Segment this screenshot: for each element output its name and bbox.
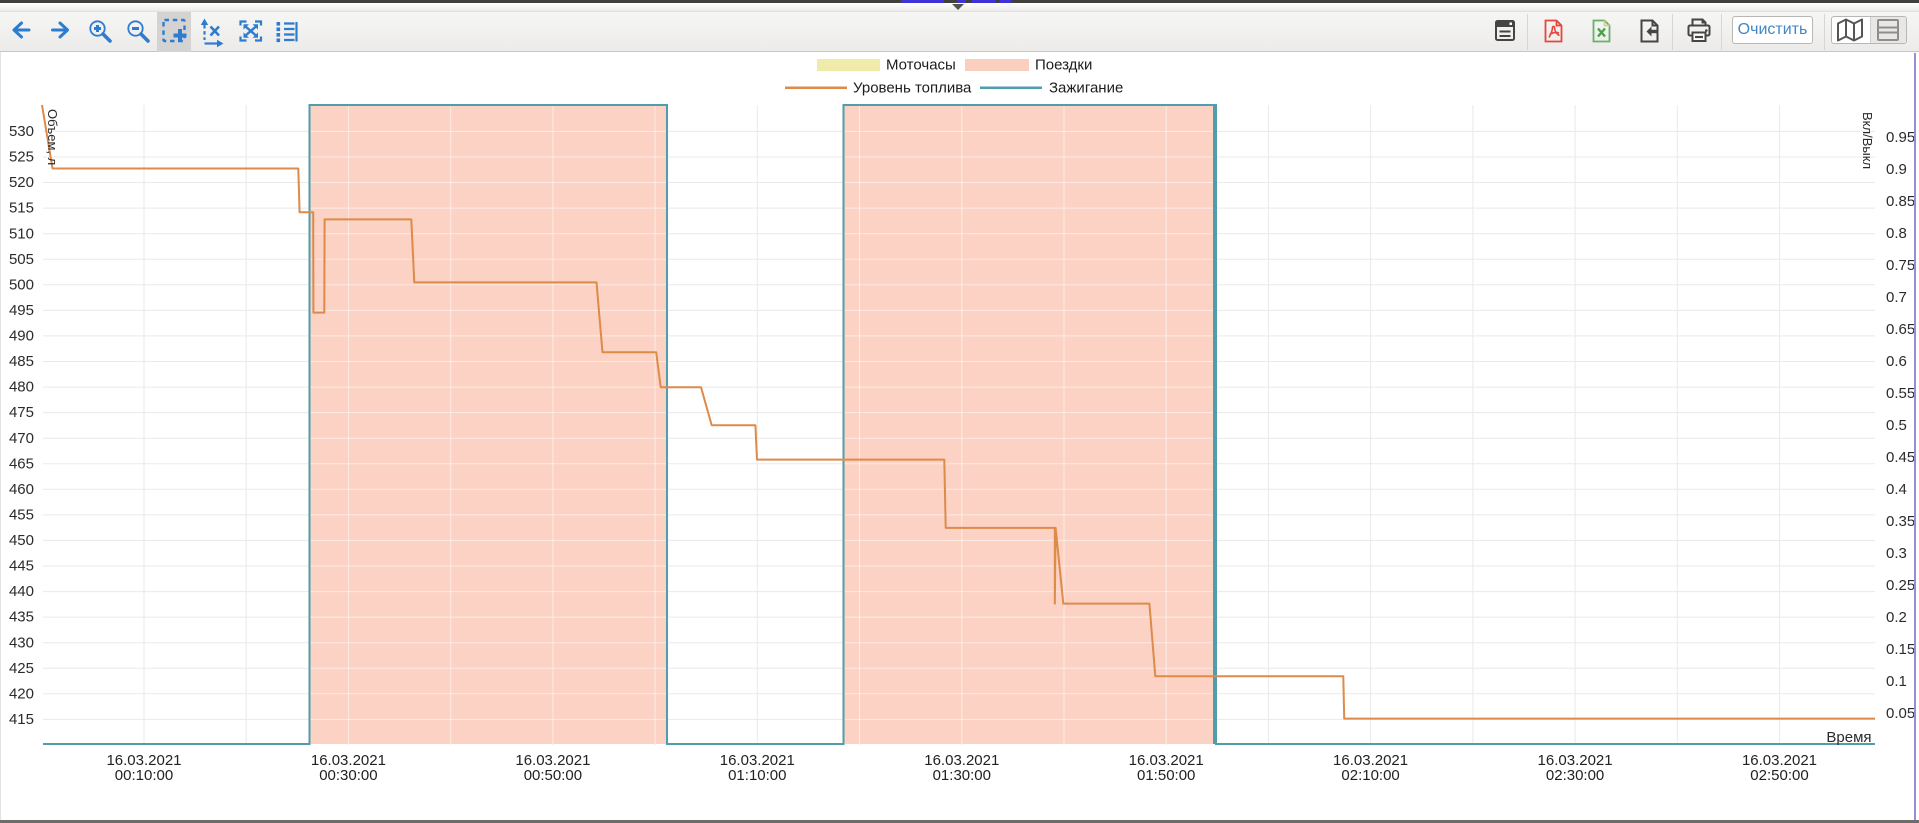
- svg-text:415: 415: [9, 711, 34, 728]
- svg-text:Вкл/Выкл: Вкл/Выкл: [1860, 112, 1875, 169]
- svg-text:430: 430: [9, 634, 34, 651]
- svg-text:01:10:00: 01:10:00: [728, 767, 786, 784]
- svg-text:470: 470: [9, 430, 34, 447]
- svg-text:440: 440: [9, 583, 34, 600]
- svg-text:480: 480: [9, 379, 34, 396]
- svg-text:475: 475: [9, 404, 34, 421]
- svg-text:Поездки: Поездки: [1035, 57, 1092, 74]
- svg-text:485: 485: [9, 353, 34, 370]
- svg-text:445: 445: [9, 558, 34, 575]
- svg-text:0.25: 0.25: [1886, 577, 1915, 594]
- svg-text:16.03.2021: 16.03.2021: [106, 752, 181, 769]
- svg-text:530: 530: [9, 123, 34, 140]
- svg-text:0.7: 0.7: [1886, 289, 1907, 306]
- svg-text:0.2: 0.2: [1886, 609, 1907, 626]
- svg-text:420: 420: [9, 685, 34, 702]
- svg-text:460: 460: [9, 481, 34, 498]
- svg-text:16.03.2021: 16.03.2021: [720, 752, 795, 769]
- svg-text:16.03.2021: 16.03.2021: [1129, 752, 1204, 769]
- svg-text:16.03.2021: 16.03.2021: [1742, 752, 1817, 769]
- svg-text:465: 465: [9, 455, 34, 472]
- svg-text:0.75: 0.75: [1886, 257, 1915, 274]
- svg-text:16.03.2021: 16.03.2021: [515, 752, 590, 769]
- svg-text:0.8: 0.8: [1886, 225, 1907, 242]
- svg-text:02:50:00: 02:50:00: [1750, 767, 1808, 784]
- svg-text:00:10:00: 00:10:00: [115, 767, 173, 784]
- svg-text:16.03.2021: 16.03.2021: [1538, 752, 1613, 769]
- svg-text:490: 490: [9, 328, 34, 345]
- svg-text:435: 435: [9, 609, 34, 626]
- svg-text:425: 425: [9, 660, 34, 677]
- svg-text:0.05: 0.05: [1886, 705, 1915, 722]
- svg-text:00:30:00: 00:30:00: [319, 767, 377, 784]
- svg-text:0.85: 0.85: [1886, 193, 1915, 210]
- svg-text:525: 525: [9, 149, 34, 166]
- svg-text:0.45: 0.45: [1886, 449, 1915, 466]
- svg-text:515: 515: [9, 200, 34, 217]
- svg-text:Моточасы: Моточасы: [886, 57, 956, 74]
- svg-text:02:10:00: 02:10:00: [1341, 767, 1399, 784]
- svg-text:Зажигание: Зажигание: [1049, 80, 1123, 97]
- svg-text:0.65: 0.65: [1886, 321, 1915, 338]
- svg-text:0.55: 0.55: [1886, 385, 1915, 402]
- svg-text:0.6: 0.6: [1886, 353, 1907, 370]
- svg-text:0.5: 0.5: [1886, 417, 1907, 434]
- svg-text:Уровень топлива: Уровень топлива: [853, 80, 972, 97]
- svg-text:0.4: 0.4: [1886, 481, 1907, 498]
- svg-text:500: 500: [9, 276, 34, 293]
- svg-text:01:50:00: 01:50:00: [1137, 767, 1195, 784]
- svg-text:16.03.2021: 16.03.2021: [924, 752, 999, 769]
- svg-text:0.3: 0.3: [1886, 545, 1907, 562]
- svg-text:Объем, л: Объем, л: [45, 109, 60, 165]
- svg-text:0.95: 0.95: [1886, 129, 1915, 146]
- svg-text:01:30:00: 01:30:00: [933, 767, 991, 784]
- svg-text:0.9: 0.9: [1886, 161, 1907, 178]
- svg-text:520: 520: [9, 174, 34, 191]
- svg-text:450: 450: [9, 532, 34, 549]
- svg-text:455: 455: [9, 507, 34, 524]
- svg-text:495: 495: [9, 302, 34, 319]
- svg-text:0.35: 0.35: [1886, 513, 1915, 530]
- svg-text:0.15: 0.15: [1886, 641, 1915, 658]
- svg-text:16.03.2021: 16.03.2021: [311, 752, 386, 769]
- svg-text:00:50:00: 00:50:00: [524, 767, 582, 784]
- svg-text:02:30:00: 02:30:00: [1546, 767, 1604, 784]
- svg-text:Время: Время: [1826, 729, 1871, 746]
- svg-text:16.03.2021: 16.03.2021: [1333, 752, 1408, 769]
- svg-text:0.1: 0.1: [1886, 673, 1907, 690]
- svg-text:510: 510: [9, 225, 34, 242]
- svg-text:505: 505: [9, 251, 34, 268]
